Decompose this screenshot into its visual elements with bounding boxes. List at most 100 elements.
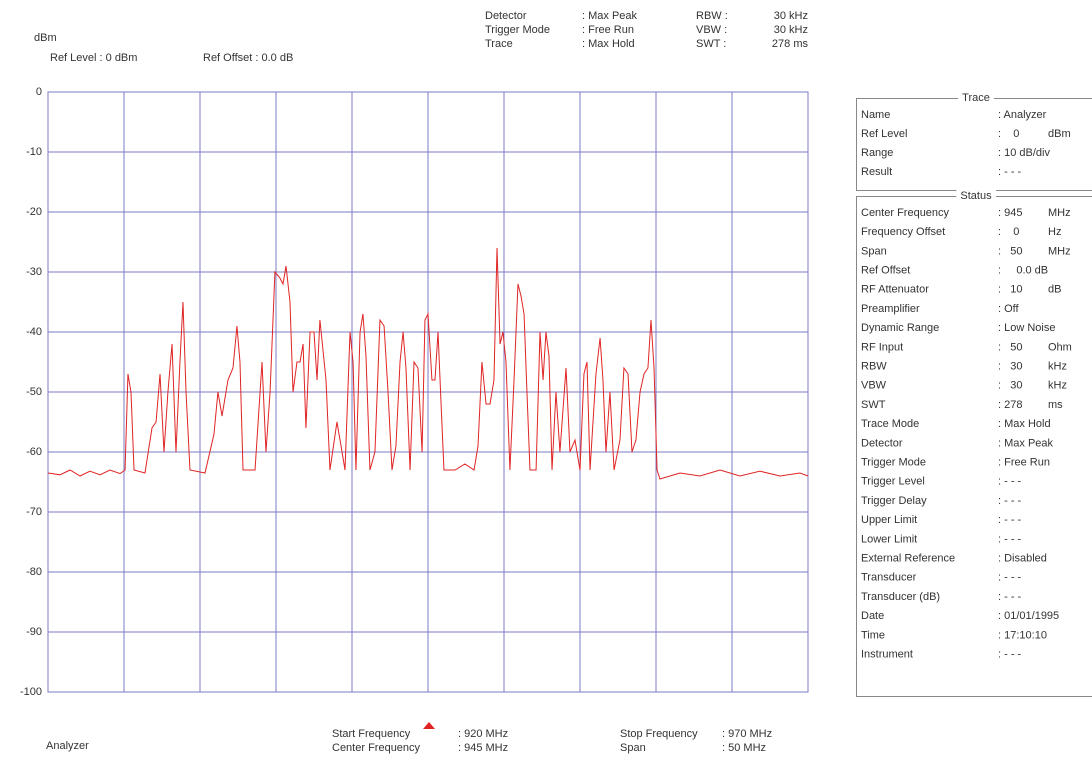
row-unit: Hz: [1048, 226, 1061, 238]
y-tick-label: -20: [26, 206, 42, 218]
setting-label: RBW :: [696, 10, 728, 22]
setting-value: 278 ms: [772, 38, 809, 50]
ref-offset: Ref Offset : 0.0 dB: [203, 52, 293, 64]
row-unit: ms: [1048, 399, 1063, 411]
setting-value: : Max Hold: [582, 38, 635, 50]
y-tick-label: -100: [20, 686, 42, 698]
y-tick-label: -40: [26, 326, 42, 338]
setting-label: Trigger Mode: [485, 24, 550, 36]
setting-label: SWT :: [696, 38, 726, 50]
row-label: Trace Mode: [861, 418, 919, 430]
row-value: : 0.0 dB: [998, 265, 1048, 277]
y-tick-label: 0: [36, 86, 42, 98]
row-value: : - - -: [998, 572, 1022, 584]
row-value: : 01/01/1995: [998, 610, 1059, 622]
row-value: : 278: [998, 399, 1022, 411]
setting-value: : Max Peak: [582, 10, 638, 22]
row-unit: MHz: [1048, 245, 1071, 257]
row-unit: dBm: [1048, 128, 1071, 140]
row-value: : 10 dB/div: [998, 147, 1050, 159]
row-label: Detector: [861, 437, 903, 449]
row-value: : 10: [998, 284, 1022, 296]
row-value: : 30: [998, 361, 1022, 373]
row-label: RF Attenuator: [861, 284, 929, 296]
row-label: External Reference: [861, 553, 955, 565]
row-label: Instrument: [861, 649, 913, 661]
row-label: Time: [861, 629, 885, 641]
row-label: Transducer: [861, 572, 917, 584]
row-label: Span: [861, 245, 887, 257]
row-value: : Disabled: [998, 553, 1047, 565]
row-label: Dynamic Range: [861, 322, 939, 334]
content: 0 -10 -20 -30 -40 -50 -60 -70 -80 -90 -100 Detector…: [20, 10, 1072, 754]
footer-label: Start Frequency: [332, 728, 411, 740]
y-tick-label: -60: [26, 446, 42, 458]
row-label: Ref Level: [861, 128, 907, 140]
row-value: : 50: [998, 245, 1022, 257]
setting-label: Trace: [485, 38, 513, 50]
row-value: : 0: [998, 226, 1019, 238]
row-value: : - - -: [998, 514, 1022, 526]
footer-label: Center Frequency: [332, 742, 421, 754]
row-value: : - - -: [998, 533, 1022, 545]
row-value: : Off: [998, 303, 1020, 315]
row-label: Trigger Delay: [861, 495, 927, 507]
setting-value: 30 kHz: [774, 24, 808, 36]
row-value: : Low Noise: [998, 322, 1055, 334]
row-label: Frequency Offset: [861, 226, 945, 238]
y-tick-label: -50: [26, 386, 42, 398]
row-label: RF Input: [861, 341, 903, 353]
row-value: : 0: [998, 128, 1019, 140]
y-tick-label: -30: [26, 266, 42, 278]
footer-value: : 945 MHz: [458, 742, 508, 754]
row-value: : Free Run: [998, 457, 1050, 469]
row-value: : - - -: [998, 495, 1022, 507]
row-value: : 945: [998, 207, 1022, 219]
center-marker: [423, 722, 435, 729]
y-tick-label: -10: [26, 146, 42, 158]
ref-level: Ref Level : 0 dBm: [50, 52, 137, 64]
row-label: Date: [861, 610, 884, 622]
y-unit: dBm: [34, 32, 57, 44]
row-label: Trigger Mode: [861, 457, 926, 469]
y-tick-label: -80: [26, 566, 42, 578]
row-value: : 50: [998, 341, 1022, 353]
setting-value: 30 kHz: [774, 10, 808, 22]
row-label: VBW: [861, 380, 887, 392]
footer-label: Span: [620, 742, 646, 754]
row-value: : 30: [998, 380, 1022, 392]
row-label: Trigger Level: [861, 476, 925, 488]
row-value: : Analyzer: [998, 109, 1047, 121]
row-label: Ref Offset: [861, 265, 910, 277]
setting-value: : Free Run: [582, 24, 634, 36]
panel-title-bg: [956, 189, 997, 202]
row-label: Lower Limit: [861, 533, 917, 545]
row-unit: MHz: [1048, 207, 1071, 219]
panel-title: Trace: [962, 92, 990, 104]
row-label: Upper Limit: [861, 514, 917, 526]
row-label: Transducer (dB): [861, 591, 940, 603]
row-value: : 17:10:10: [998, 629, 1047, 641]
row-value: : - - -: [998, 166, 1022, 178]
trace-line: [47, 247, 809, 480]
setting-label: VBW :: [696, 24, 727, 36]
row-value: : Max Peak: [998, 437, 1054, 449]
row-label: Result: [861, 166, 892, 178]
y-tick-label: -90: [26, 626, 42, 638]
panel-title: Status: [960, 190, 992, 202]
footer-value: : 50 MHz: [722, 742, 766, 754]
footer-label: Stop Frequency: [620, 728, 698, 740]
row-unit: kHz: [1048, 361, 1067, 373]
instrument-name: Analyzer: [46, 740, 89, 752]
row-unit: dB: [1048, 284, 1061, 296]
row-unit: Ohm: [1048, 341, 1072, 353]
row-value: : Max Hold: [998, 418, 1051, 430]
row-label: Range: [861, 147, 893, 159]
row-value: : - - -: [998, 649, 1022, 661]
row-label: SWT: [861, 399, 886, 411]
row-value: : - - -: [998, 476, 1022, 488]
row-label: Preamplifier: [861, 303, 920, 315]
panel-title-bg: [958, 91, 994, 104]
